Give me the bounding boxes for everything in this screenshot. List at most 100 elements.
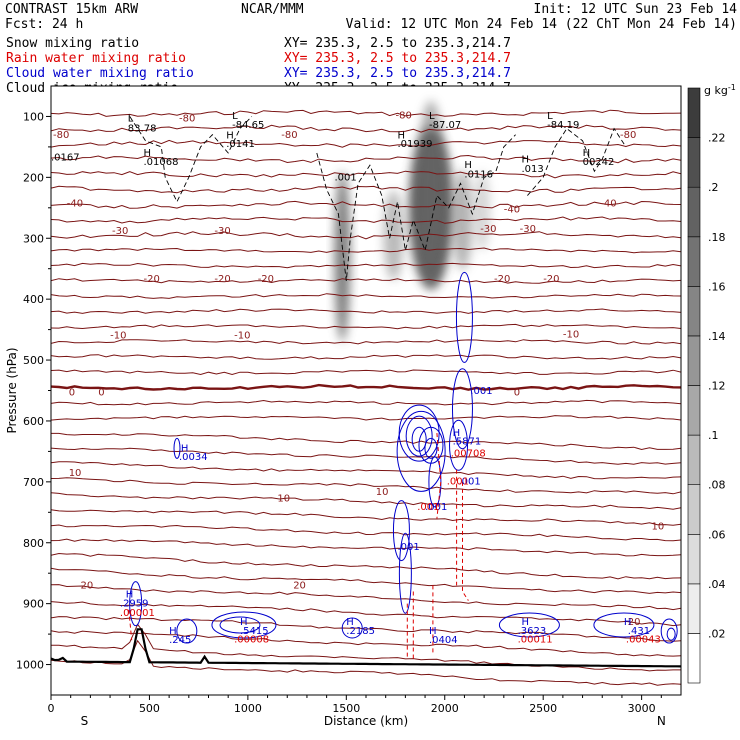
colorbar-swatch — [687, 236, 701, 287]
center-label: NCAR/MMM — [241, 2, 304, 17]
snow-label: H — [522, 155, 530, 166]
rain-contour — [436, 433, 442, 519]
cloud-water-contour — [660, 618, 678, 644]
temperature-contour — [51, 630, 681, 657]
colorbar-swatch — [687, 434, 701, 486]
rain-contour — [128, 609, 133, 641]
temperature-contour — [51, 639, 681, 686]
temperature-label: 20 — [293, 580, 306, 591]
x-tick-label: 3000 — [628, 702, 656, 715]
x-tick-label: 2000 — [431, 702, 459, 715]
forecast-hour: Fcst: 24 h — [5, 17, 83, 32]
y-tick-label: 600 — [23, 415, 44, 428]
cloud-water-label: H — [240, 617, 248, 628]
field-snow-name: Snow mixing ratio — [6, 36, 139, 51]
temperature-label: -20 — [214, 274, 230, 285]
temperature-label: 10 — [69, 468, 82, 479]
temperature-label: -30 — [520, 224, 536, 235]
temperature-contour — [51, 477, 681, 495]
colorbar-tick-label: .16 — [708, 280, 726, 293]
temperature-contour — [51, 567, 681, 594]
cloud-water-contour — [129, 581, 143, 627]
colorbar-tick-label: .08 — [708, 479, 726, 492]
temperature-label: 0 — [69, 387, 75, 398]
cloud-water-label: .2185 — [346, 626, 375, 637]
cloud-water-label: H — [453, 428, 461, 439]
temperature-label: 20 — [81, 580, 94, 591]
temperature-contour — [51, 262, 681, 269]
cloud-water-label: H — [346, 617, 354, 628]
field-cloudwater-xy: XY= 235.3, 2.5 to 235.3,214.7 — [284, 66, 511, 81]
temperature-contour — [51, 432, 681, 451]
temperature-contour — [51, 170, 681, 179]
cloud-water-label: .5415 — [240, 626, 269, 637]
temperature-label: -40 — [504, 205, 520, 216]
snow-label: 83.78 — [128, 124, 157, 135]
cloud-water-label: .001 — [425, 502, 447, 513]
cloud-water-contour — [398, 404, 440, 462]
init-time: Init: 12 UTC Sun 23 Feb 14 — [534, 2, 738, 17]
rain-label: .001 — [447, 476, 469, 487]
rain-label: .001 — [417, 502, 439, 513]
temperature-label: -80 — [281, 130, 297, 141]
y-tick-label: 200 — [23, 171, 44, 184]
x-axis-title: Distance (km) — [324, 714, 408, 728]
terrain-line — [51, 628, 681, 668]
snow-label: L — [232, 111, 238, 122]
snow-contour — [527, 127, 627, 196]
temperature-label: -10 — [234, 331, 250, 342]
temperature-contours — [51, 109, 681, 686]
colorbar-swatch — [687, 633, 701, 684]
colorbar-swatch — [687, 87, 701, 138]
cloud-water-label: H — [181, 443, 189, 454]
rain-label: .00008 — [234, 635, 269, 646]
temperature-label: 10 — [277, 493, 290, 504]
colorbar-tick-label: .04 — [708, 578, 726, 591]
north-label: N — [657, 714, 666, 728]
cloud-water-contour — [666, 627, 676, 641]
temperature-label: -40 — [67, 199, 83, 210]
snow-label: 00242 — [583, 157, 615, 168]
colorbar-tick-label: .2 — [708, 181, 719, 194]
field-cloudwater-name: Cloud water mixing ratio — [6, 66, 194, 81]
cloud-water-contour — [451, 368, 473, 450]
cloud-water-label: .001 — [459, 476, 481, 487]
snow-label: H — [398, 130, 406, 141]
cloud-water-label: .431 — [628, 626, 650, 637]
temperature-label: -80 — [179, 113, 195, 124]
field-rain-xy: XY= 235.3, 2.5 to 235.3,214.7 — [284, 51, 511, 66]
cloud-water-contour — [176, 618, 198, 644]
snow-label: .01939 — [398, 139, 433, 150]
snow-contours — [129, 116, 627, 281]
y-tick-label: 1000 — [16, 659, 44, 672]
cloud-water-contour — [341, 617, 363, 639]
colorbar-tick-label: .12 — [708, 380, 726, 393]
field-snow-xy: XY= 235.3, 2.5 to 235.3,214.7 — [284, 36, 511, 51]
colorbar-units: g kg-1 — [704, 83, 736, 97]
colorbar-swatch — [687, 335, 701, 386]
temperature-contour — [51, 124, 681, 133]
cloud-water-label: H — [126, 590, 134, 601]
temperature-label: -10 — [110, 331, 126, 342]
temperature-contour — [51, 339, 681, 345]
snow-label: .0141 — [226, 139, 255, 150]
cloud-water-contour — [219, 616, 261, 634]
cloud-water-contour — [449, 419, 469, 471]
snow-label: H — [226, 130, 234, 141]
cloud-water-contour — [173, 437, 181, 459]
y-tick-label: 500 — [23, 354, 44, 367]
snow-label: .0116 — [464, 169, 493, 180]
cloud-water-contour — [498, 612, 560, 638]
cloud-water-label: .0404 — [429, 635, 458, 646]
freezing-level-line — [51, 383, 681, 391]
colorbar-tick-label: .1 — [708, 429, 719, 442]
temperature-contour — [51, 231, 681, 240]
temperature-contour — [51, 509, 681, 526]
temperature-contour — [51, 323, 681, 330]
snow-label: -87.07 — [429, 120, 461, 131]
y-tick-label: 800 — [23, 537, 44, 550]
temperature-label: 10 — [652, 521, 665, 532]
x-tick-label: 500 — [139, 702, 160, 715]
